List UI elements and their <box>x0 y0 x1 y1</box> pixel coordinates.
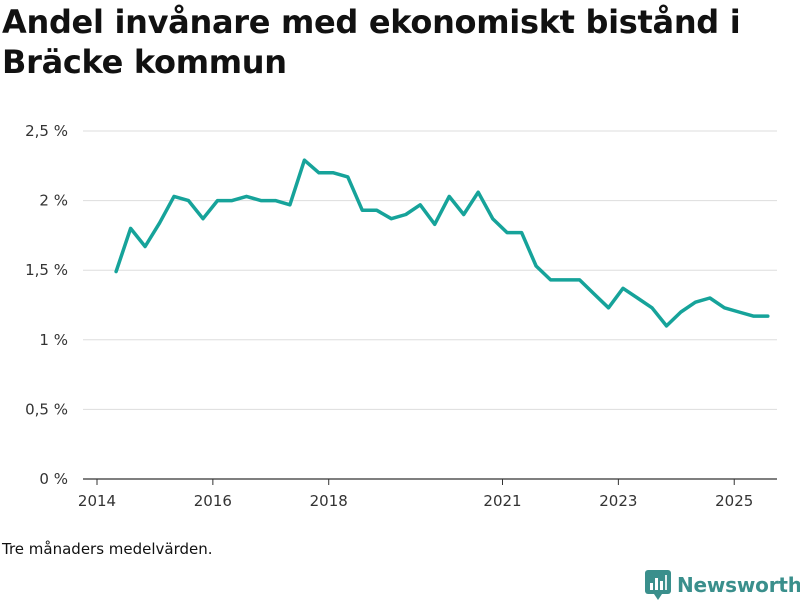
y-tick-label: 2,5 % <box>25 122 68 140</box>
series-layer <box>114 158 770 328</box>
grid-layer <box>83 130 777 480</box>
newsworthy-logo-icon <box>645 570 671 600</box>
x-tick-label: 2018 <box>310 492 348 510</box>
chart-note: Tre månaders medelvärden. <box>2 540 213 558</box>
x-tick-label: 2025 <box>715 492 753 510</box>
y-tick-label: 0 % <box>39 470 68 488</box>
x-tick-label: 2014 <box>78 492 116 510</box>
x-tick-label: 2021 <box>483 492 521 510</box>
y-tick-label: 2 % <box>39 192 68 210</box>
chart-title: Andel invånare med ekonomiskt bistånd i … <box>2 3 741 81</box>
x-tick-label: 2016 <box>194 492 232 510</box>
y-tick-label: 1,5 % <box>25 261 68 279</box>
y-tick-label: 0,5 % <box>25 400 68 418</box>
brand-name: Newsworthy <box>677 573 800 597</box>
x-axis-ticks: 2014 2016 2018 2021 2023 2025 <box>78 479 753 510</box>
x-tick-label: 2023 <box>599 492 637 510</box>
y-tick-label: 1 % <box>39 331 68 349</box>
y-axis-ticks: 0 % 0,5 % 1 % 1,5 % 2 % 2,5 % <box>25 122 68 488</box>
series-line <box>114 158 770 328</box>
newsworthy-brand[interactable]: Newsworthy <box>645 570 800 600</box>
